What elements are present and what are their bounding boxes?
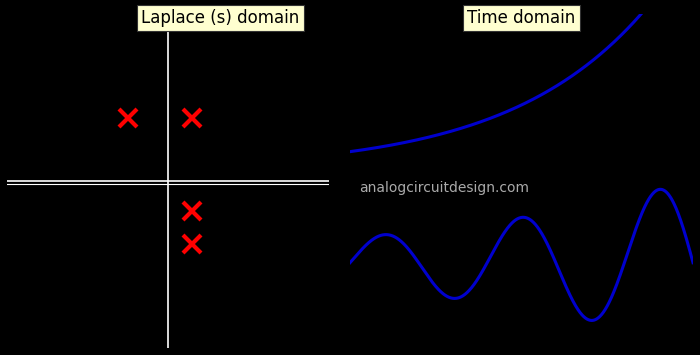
Text: analogcircuitdesign.com: analogcircuitdesign.com (360, 181, 529, 195)
Text: Laplace (s) domain: Laplace (s) domain (141, 9, 300, 27)
Text: Time domain: Time domain (468, 9, 575, 27)
